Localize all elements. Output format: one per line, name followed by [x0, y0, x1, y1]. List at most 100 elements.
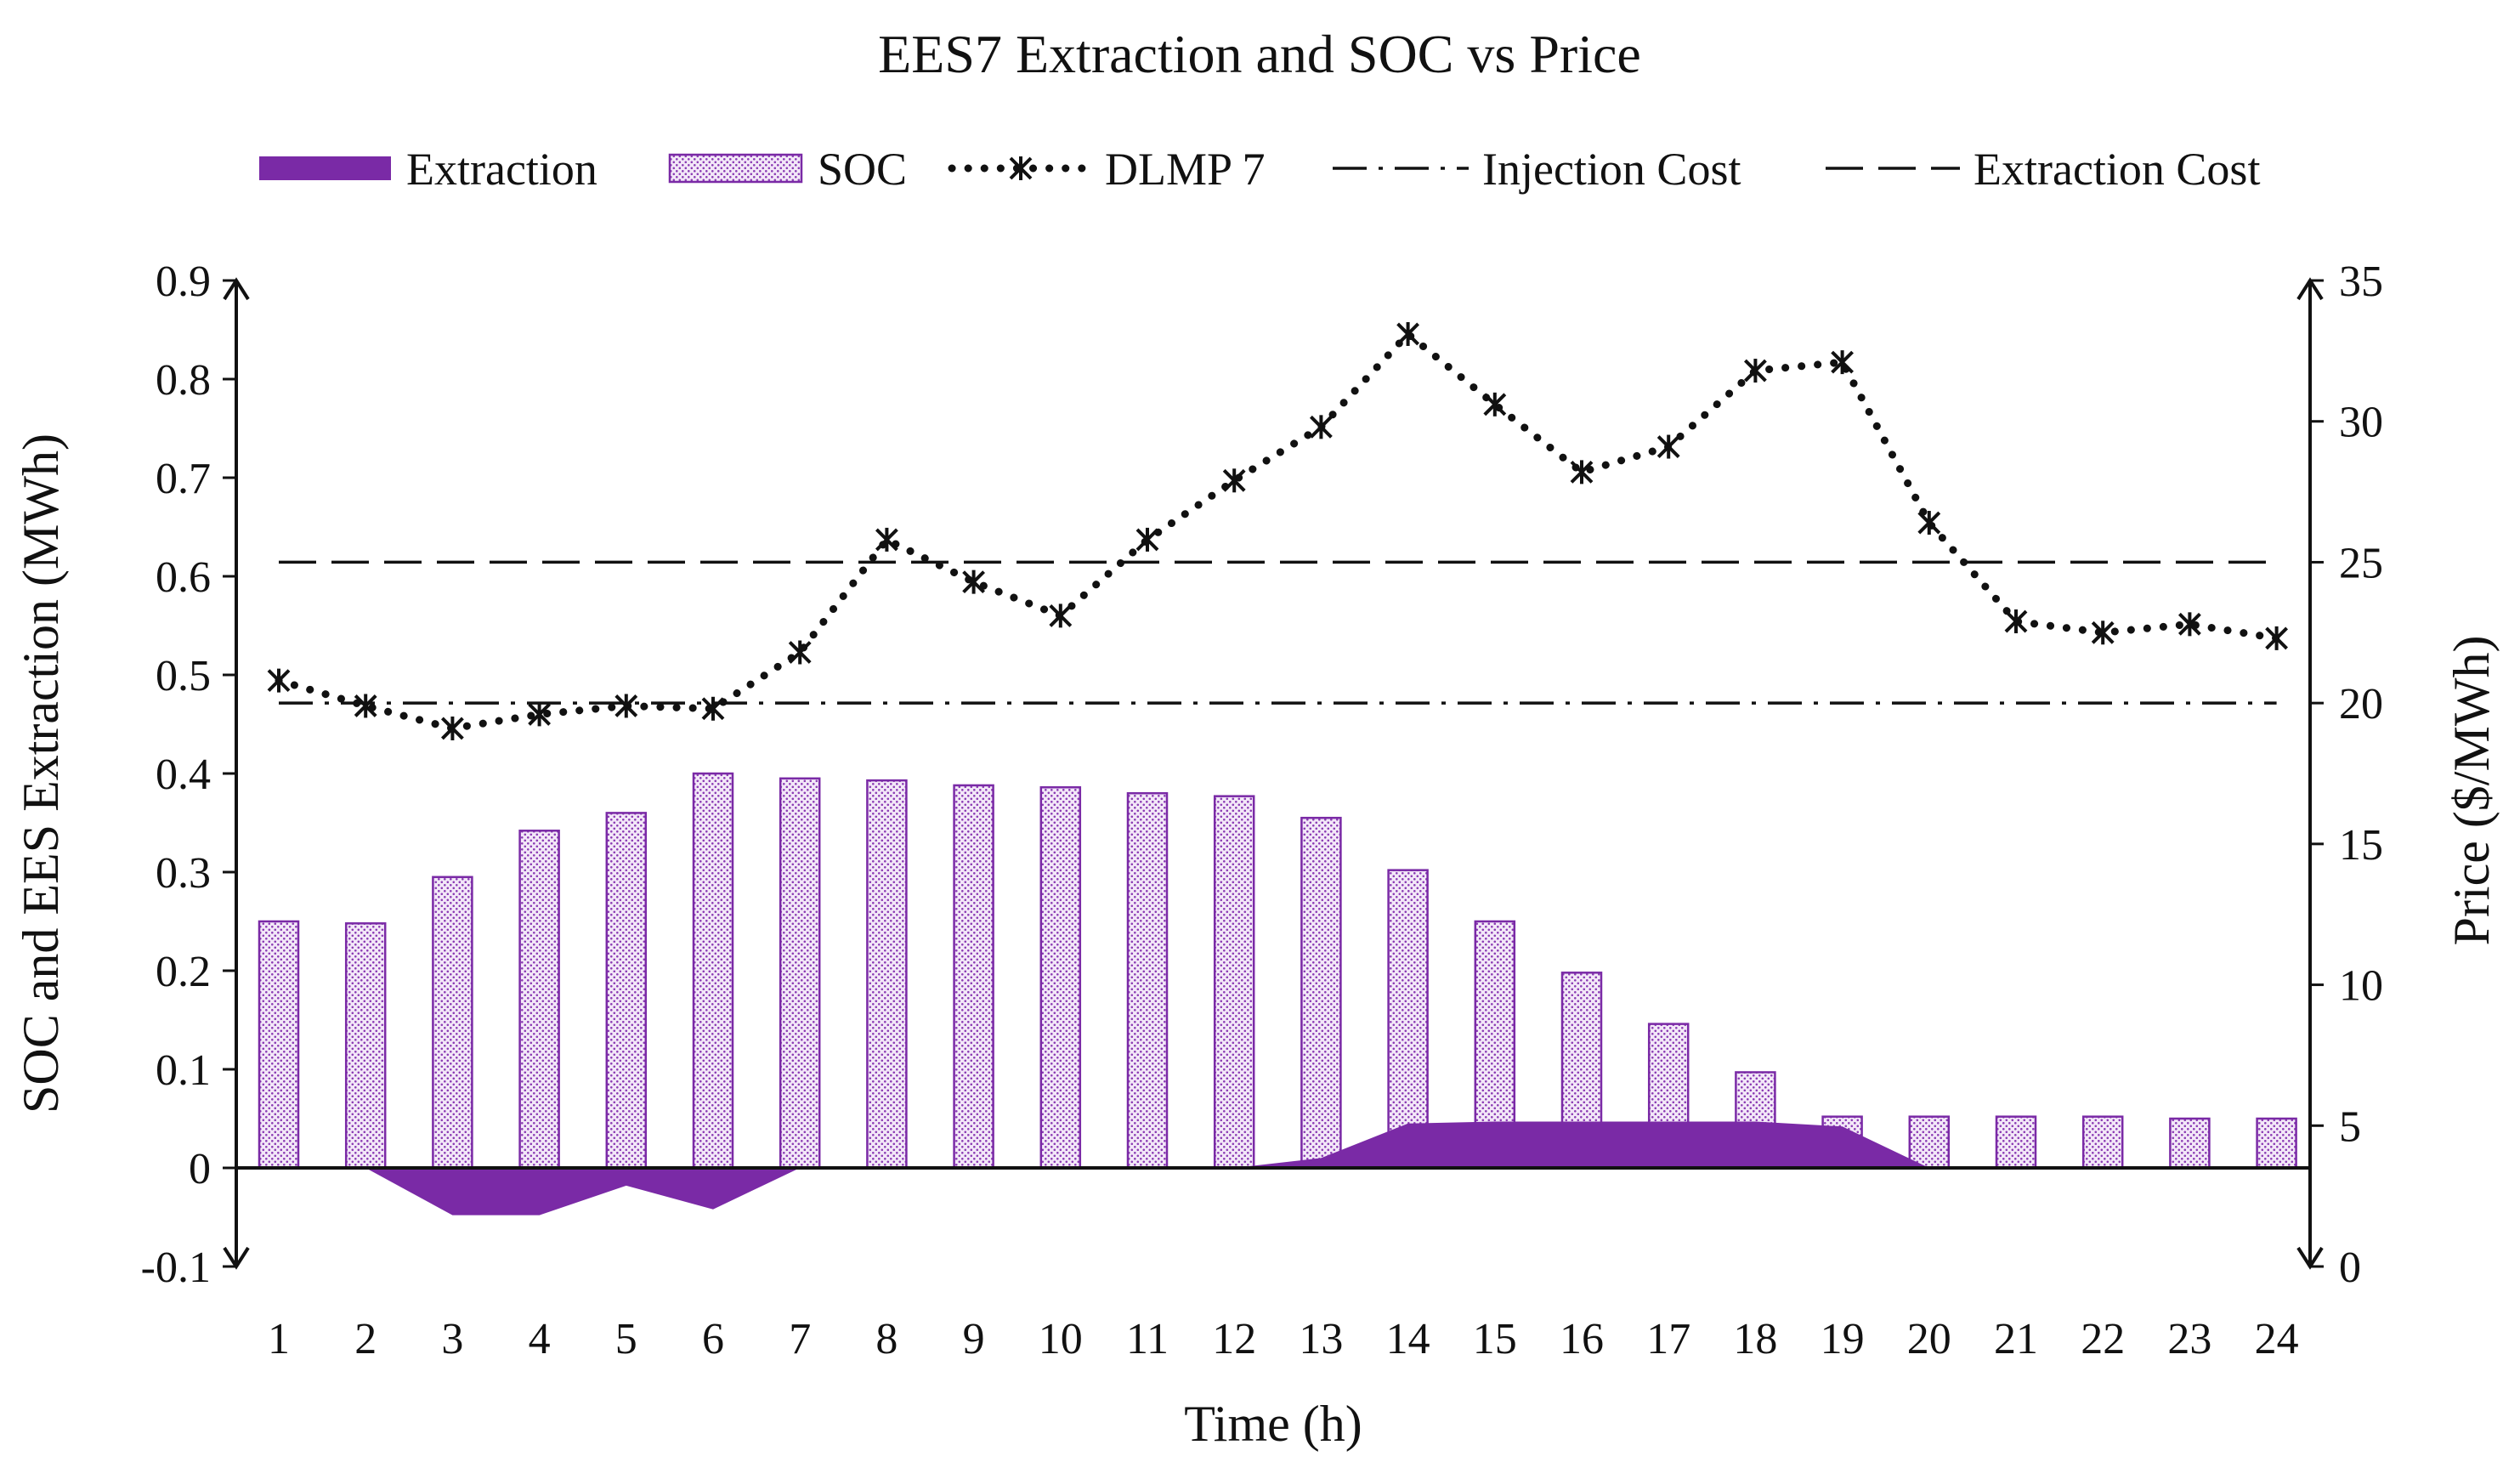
- soc-bar-5: [605, 812, 648, 1170]
- soc-bar-1: [258, 920, 300, 1170]
- x-tick-label: 4: [529, 1315, 551, 1363]
- right-tick-label: 15: [2339, 821, 2383, 870]
- dlmp-point-17: [1656, 434, 1680, 459]
- x-tick-label: 16: [1560, 1315, 1604, 1363]
- soc-bar-8: [866, 779, 908, 1170]
- dlmp-point-1: [267, 668, 291, 693]
- soc-bar-23: [2169, 1117, 2211, 1170]
- right-tick-label: 20: [2339, 680, 2383, 728]
- x-tick-label: 13: [1299, 1315, 1343, 1363]
- dlmp-point-16: [1570, 460, 1594, 484]
- legend-label-injection-cost: Injection Cost: [1482, 144, 1741, 195]
- left-tick-label: 0.7: [156, 455, 211, 503]
- right-tick-label: 25: [2339, 539, 2383, 587]
- x-tick-label: 1: [268, 1315, 290, 1363]
- dlmp-point-19: [1831, 350, 1855, 375]
- x-tick-label: 15: [1473, 1315, 1517, 1363]
- x-tick-label: 20: [1907, 1315, 1951, 1363]
- right-tick-label: 0: [2339, 1244, 2361, 1292]
- soc-bar-11: [1126, 791, 1169, 1170]
- soc-bar-2: [344, 922, 387, 1170]
- soc-bar-9: [953, 784, 994, 1170]
- right-tick-label: 35: [2339, 258, 2383, 306]
- dlmp-point-10: [1049, 604, 1073, 628]
- x-tick-label: 24: [2255, 1315, 2299, 1363]
- right-tick-label: 30: [2339, 399, 2383, 447]
- left-tick-label: 0.3: [156, 849, 211, 898]
- dlmp-point-3: [440, 716, 464, 740]
- dlmp-point-7: [788, 640, 812, 665]
- x-tick-label: 5: [615, 1315, 637, 1363]
- soc-bar-10: [1039, 785, 1082, 1170]
- extraction-area: [279, 1121, 2277, 1216]
- legend-label-extraction: Extraction: [406, 144, 597, 195]
- left-tick-label: 0.9: [156, 258, 211, 306]
- soc-bar-13: [1300, 816, 1342, 1170]
- x-axis-label: Time (h): [1184, 1396, 1362, 1452]
- x-tick-label: 11: [1126, 1315, 1169, 1363]
- legend-label-extraction-cost: Extraction Cost: [1974, 144, 2260, 195]
- dlmp-layer: [267, 321, 2289, 740]
- x-tick-label: 2: [354, 1315, 377, 1363]
- dlmp-point-22: [2091, 620, 2115, 645]
- dlmp-point-18: [1743, 359, 1767, 383]
- soc-bar-14: [1387, 869, 1429, 1170]
- dlmp-point-13: [1309, 415, 1333, 439]
- dlmp-point-23: [2177, 612, 2201, 637]
- x-axis-ticks: 1 2 3 4 5 6 7 8 9 10 11 12 13 14 15 16 17 18 19 20 21 22 23 24: [268, 1315, 2299, 1363]
- dlmp-line: [275, 330, 2281, 733]
- x-tick-label: 19: [1821, 1315, 1865, 1363]
- soc-bar-20: [1908, 1115, 1951, 1170]
- legend-swatch-soc: [668, 153, 803, 184]
- soc-bars: [258, 772, 2297, 1170]
- x-tick-label: 6: [702, 1315, 724, 1363]
- x-tick-label: 18: [1733, 1315, 1777, 1363]
- legend-swatch-extraction: [259, 156, 391, 180]
- y2-axis-label: Price ($/MWh): [2444, 636, 2500, 946]
- legend-swatch-dlmp-marker: [1009, 156, 1033, 180]
- extraction-area-layer: [279, 1121, 2277, 1216]
- dlmp-point-24: [2265, 626, 2289, 650]
- dlmp-point-11: [1135, 527, 1159, 552]
- x-tick-label: 3: [441, 1315, 463, 1363]
- x-tick-label: 12: [1212, 1315, 1256, 1363]
- soc-bar-7: [779, 777, 821, 1170]
- legend-label-soc: SOC: [818, 144, 907, 195]
- soc-bar-3: [432, 876, 473, 1170]
- x-tick-label: 8: [875, 1315, 898, 1363]
- soc-bar-24: [2256, 1117, 2297, 1170]
- left-tick-label: 0.4: [156, 751, 211, 799]
- dlmp-point-2: [354, 694, 377, 718]
- x-tick-label: 10: [1039, 1315, 1083, 1363]
- dlmp-point-6: [701, 696, 725, 721]
- chart-title: EES7 Extraction and SOC vs Price: [878, 24, 1641, 84]
- dlmp-point-5: [614, 694, 638, 718]
- dlmp-point-21: [2004, 609, 2028, 634]
- left-tick-label: 0: [189, 1145, 211, 1193]
- x-tick-label: 7: [789, 1315, 811, 1363]
- left-tick-label: 0.5: [156, 652, 211, 700]
- right-axis: [2296, 277, 2324, 1270]
- left-tick-label: -0.1: [141, 1244, 211, 1292]
- dlmp-point-15: [1483, 392, 1507, 416]
- x-tick-label: 9: [963, 1315, 985, 1363]
- legend: Extraction SOC DLMP 7 Injection Cost Extract…: [259, 144, 2260, 195]
- legend-label-dlmp: DLMP 7: [1105, 144, 1266, 195]
- left-axis-ticks: -0.1 0 0.1 0.2 0.3 0.4 0.5 0.6 0.7 0.8 0.9: [141, 258, 236, 1292]
- dlmp-point-20: [1917, 511, 1941, 536]
- x-tick-label: 14: [1386, 1315, 1430, 1363]
- y-axis-label: SOC and EES Extraction (MWh): [13, 434, 69, 1114]
- dlmp-point-9: [962, 570, 986, 594]
- soc-bar-21: [1995, 1115, 2037, 1170]
- left-tick-label: 0.1: [156, 1046, 211, 1095]
- x-tick-label: 21: [1994, 1315, 2038, 1363]
- dlmp-point-14: [1396, 321, 1420, 346]
- soc-bar-6: [692, 772, 734, 1170]
- x-tick-label: 17: [1646, 1315, 1690, 1363]
- left-tick-label: 0.6: [156, 553, 211, 602]
- soc-bar-4: [518, 830, 560, 1170]
- dlmp-point-12: [1222, 468, 1246, 493]
- right-tick-label: 5: [2339, 1102, 2361, 1151]
- right-axis-ticks: 0 5 10 15 20 25 30 35: [2310, 258, 2383, 1292]
